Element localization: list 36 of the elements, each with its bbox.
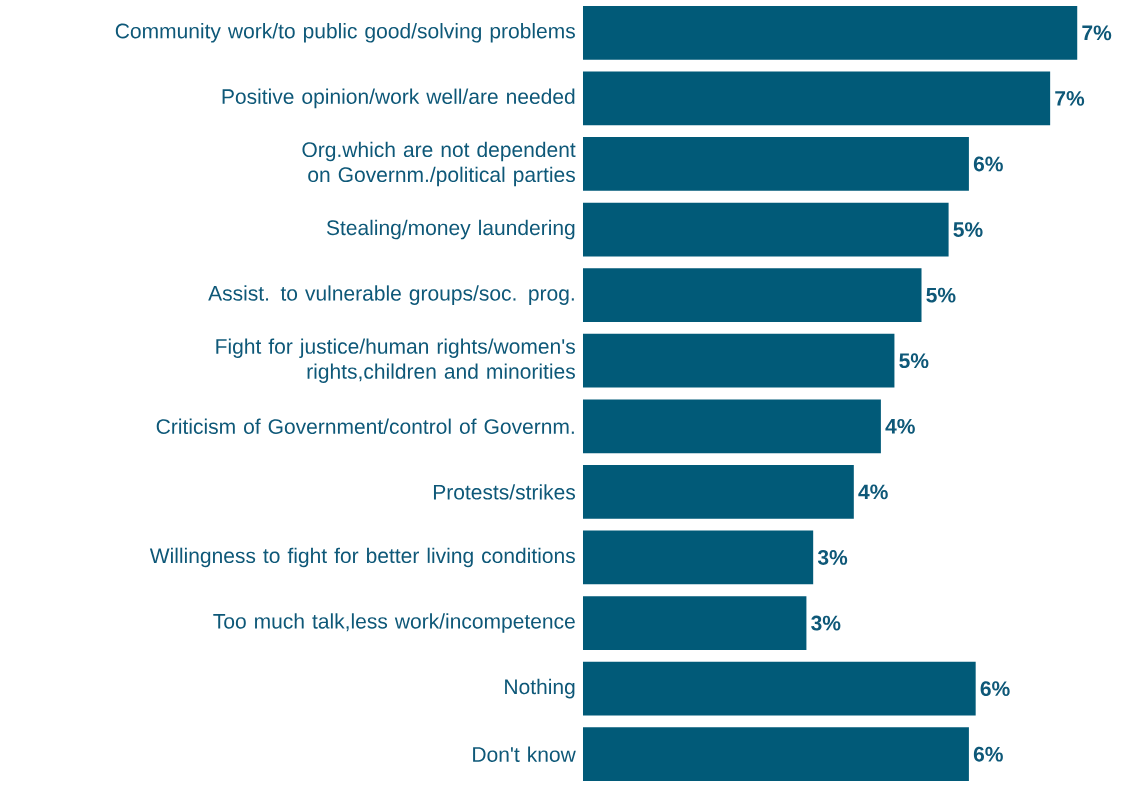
bar — [582, 464, 854, 519]
bar — [582, 596, 807, 650]
data-label: 3% — [811, 615, 841, 631]
bar — [582, 71, 1051, 126]
y-tick-label: Protests/strikes — [433, 484, 576, 500]
bar — [582, 268, 922, 323]
data-label: 7% — [1082, 25, 1112, 41]
y-tick-label: Nothing — [505, 678, 575, 699]
bar — [582, 5, 1078, 60]
y-tick-label: Org.which are not dependent on Governm./political parties — [302, 141, 576, 187]
data-label: 3% — [817, 550, 848, 565]
y-tick-label: Criticism of Government/control of Governm. — [156, 418, 574, 435]
data-label: 6% — [980, 681, 1010, 697]
bar — [582, 530, 814, 585]
data-label: 6% — [973, 156, 1003, 172]
data-label: 5% — [953, 222, 983, 237]
bar — [582, 727, 969, 782]
data-label: 4% — [858, 484, 888, 500]
bar — [582, 661, 976, 716]
data-label: 5% — [926, 287, 956, 303]
y-tick-label: Don't know — [473, 746, 576, 762]
data-label: 7% — [1055, 90, 1085, 106]
y-tick-label: Stealing/money laundering — [326, 219, 575, 240]
data-label: 6% — [973, 746, 1003, 762]
data-label: 5% — [899, 353, 929, 369]
bar — [582, 202, 949, 257]
y-tick-label: Too much talk,less work/incompetence — [213, 613, 575, 633]
y-tick-label: Community work/to public good/solving problems — [115, 23, 575, 43]
y-tick-label: Willingness to fight for better living conditions — [149, 547, 575, 568]
bar — [582, 137, 969, 191]
data-label: 4% — [885, 418, 915, 434]
y-tick-label: Positive opinion/work well/are needed — [222, 88, 575, 109]
bar — [582, 333, 895, 388]
y-tick-label: Fight for justice/human rights/women's rights,children and minorities — [216, 338, 575, 383]
y-tick-label: Assist. to vulnerable groups/soc. prog. — [208, 285, 574, 305]
bar — [582, 399, 881, 454]
